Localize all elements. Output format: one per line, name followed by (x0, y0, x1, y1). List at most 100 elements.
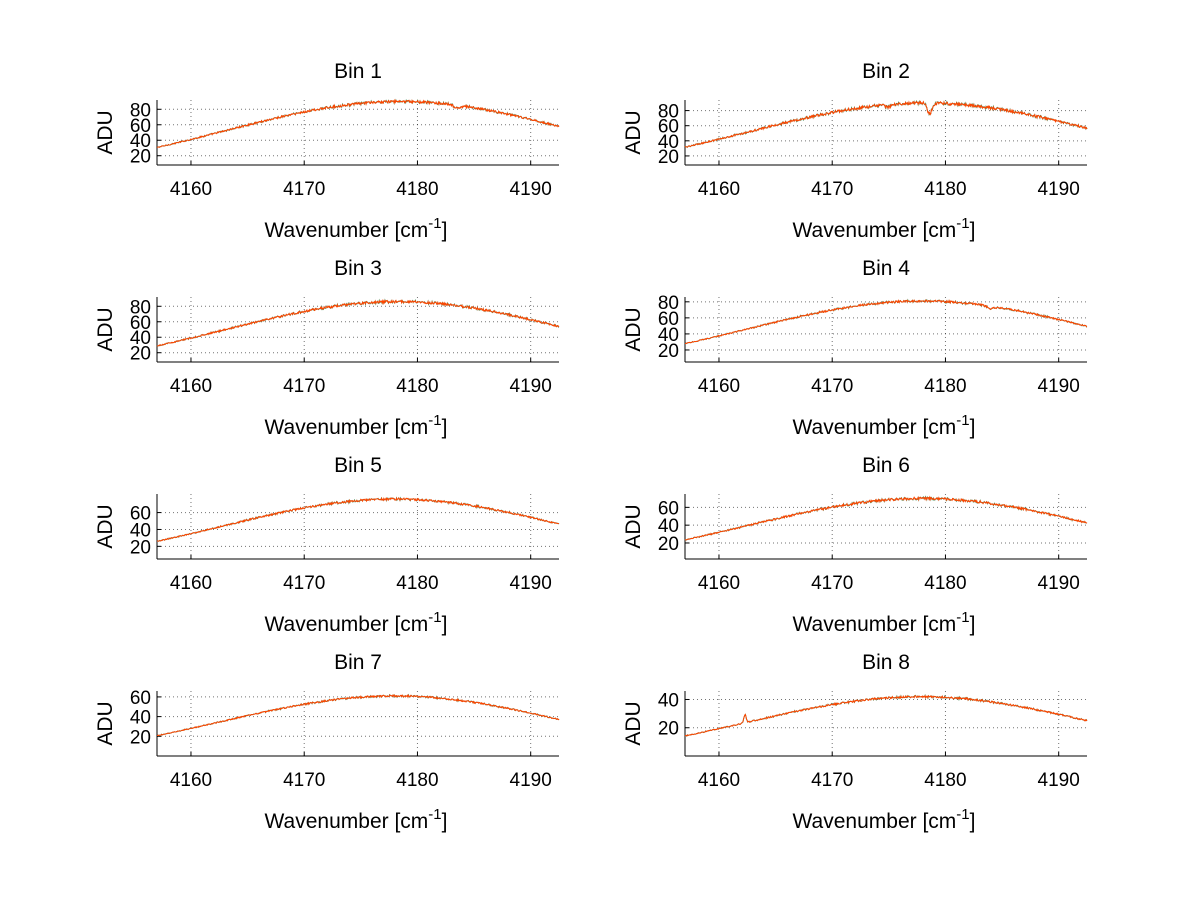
x-tick-label: 4170 (811, 770, 853, 791)
y-tick-label: 40 (130, 708, 151, 729)
x-axis-label-end: ] (442, 219, 448, 242)
y-tick-label: 20 (658, 719, 679, 740)
y-tick-label: 60 (658, 498, 679, 519)
x-axis-label: Wavenumber [cm-1] (265, 609, 448, 636)
y-tick-label: 80 (658, 102, 679, 123)
spectrum-trace-primary (684, 495, 1088, 541)
spectrum-trace-primary (157, 694, 560, 737)
x-axis-label-sup: -1 (956, 806, 969, 823)
spectrum-trace-primary (156, 98, 560, 148)
x-axis-label-sup: -1 (428, 806, 441, 823)
y-axis-label: ADU (94, 307, 117, 351)
y-tick-label: 40 (130, 131, 151, 152)
y-tick-label: 20 (130, 344, 151, 365)
subplot-title: Bin 2 (862, 60, 910, 83)
x-tick-label: 4190 (510, 573, 552, 594)
y-tick-label: 80 (130, 297, 151, 318)
x-axis-label-sup: -1 (428, 609, 441, 626)
x-tick-label: 4170 (811, 179, 853, 200)
x-tick-label: 4170 (811, 376, 853, 397)
x-axis-label-sup: -1 (956, 412, 969, 429)
y-tick-label: 40 (658, 132, 679, 153)
x-axis-label-end: ] (970, 810, 976, 833)
subplot-title: Bin 4 (862, 257, 910, 280)
x-tick-label: 4180 (396, 573, 438, 594)
subplot-title: Bin 3 (334, 257, 382, 280)
x-tick-label: 4180 (924, 376, 966, 397)
x-tick-label: 4160 (698, 179, 740, 200)
x-tick-label: 4180 (924, 179, 966, 200)
y-tick-label: 80 (130, 100, 151, 121)
x-axis-label-text: Wavenumber [cm (793, 219, 957, 242)
spectrum-trace-secondary (156, 496, 560, 542)
subplot-title: Bin 5 (334, 454, 382, 477)
y-axis-label: ADU (94, 110, 117, 154)
x-axis-label: Wavenumber [cm-1] (265, 215, 448, 242)
spectrum-trace-secondary (684, 495, 1088, 541)
x-tick-label: 4160 (698, 376, 740, 397)
x-axis-label-text: Wavenumber [cm (265, 219, 429, 242)
x-tick-label: 4170 (283, 179, 325, 200)
x-tick-label: 4170 (283, 573, 325, 594)
x-tick-label: 4160 (170, 179, 212, 200)
x-tick-label: 4180 (396, 179, 438, 200)
x-axis-label-end: ] (442, 810, 448, 833)
x-tick-label: 4160 (170, 770, 212, 791)
x-axis-label-text: Wavenumber [cm (265, 416, 429, 439)
y-tick-label: 60 (130, 116, 151, 137)
x-tick-label: 4190 (510, 179, 552, 200)
y-tick-label: 20 (130, 537, 151, 558)
x-tick-label: 4190 (1038, 179, 1080, 200)
x-axis-label-text: Wavenumber [cm (265, 810, 429, 833)
x-tick-label: 4180 (924, 770, 966, 791)
subplot-title: Bin 6 (862, 454, 910, 477)
subplot-title: Bin 7 (334, 651, 382, 674)
x-axis-label: Wavenumber [cm-1] (793, 412, 976, 439)
x-axis-label-sup: -1 (428, 412, 441, 429)
y-axis-label: ADU (622, 110, 645, 154)
x-axis-label-end: ] (442, 416, 448, 439)
y-tick-label: 40 (658, 516, 679, 537)
x-axis-label-sup: -1 (428, 215, 441, 232)
x-tick-label: 4170 (283, 770, 325, 791)
spectrum-trace-primary (684, 694, 1088, 737)
x-axis-label: Wavenumber [cm-1] (265, 412, 448, 439)
y-tick-label: 20 (658, 341, 679, 362)
x-axis-label-end: ] (970, 416, 976, 439)
y-axis-label: ADU (94, 504, 117, 548)
y-tick-label: 20 (130, 727, 151, 748)
x-tick-label: 4190 (510, 770, 552, 791)
x-tick-label: 4180 (396, 376, 438, 397)
y-tick-label: 20 (658, 534, 679, 555)
y-axis-label: ADU (622, 701, 645, 745)
x-axis-label: Wavenumber [cm-1] (793, 609, 976, 636)
x-axis-label-text: Wavenumber [cm (793, 416, 957, 439)
y-tick-label: 20 (658, 147, 679, 168)
y-tick-label: 60 (130, 313, 151, 334)
spectrum-trace-secondary (156, 693, 560, 737)
spectrum-trace-secondary (684, 298, 1088, 345)
x-tick-label: 4190 (1038, 770, 1080, 791)
x-axis-label: Wavenumber [cm-1] (793, 806, 976, 833)
spectrum-trace-secondary (156, 298, 560, 347)
x-tick-label: 4160 (170, 573, 212, 594)
x-axis-label-text: Wavenumber [cm (793, 613, 957, 636)
x-tick-label: 4190 (510, 376, 552, 397)
subplot-8: Bin 8 4160 4170 4180 4190 20 40 ADU Wavenumber [… (622, 651, 1088, 833)
y-tick-label: 20 (130, 147, 151, 168)
y-tick-label: 40 (130, 520, 151, 541)
spectrum-trace-primary (684, 299, 1088, 345)
x-tick-label: 4160 (698, 770, 740, 791)
x-axis-label: Wavenumber [cm-1] (793, 215, 976, 242)
x-tick-label: 4180 (924, 573, 966, 594)
y-tick-label: 40 (658, 690, 679, 711)
x-tick-label: 4160 (170, 376, 212, 397)
x-tick-label: 4190 (1038, 573, 1080, 594)
x-axis-label-end: ] (970, 219, 976, 242)
